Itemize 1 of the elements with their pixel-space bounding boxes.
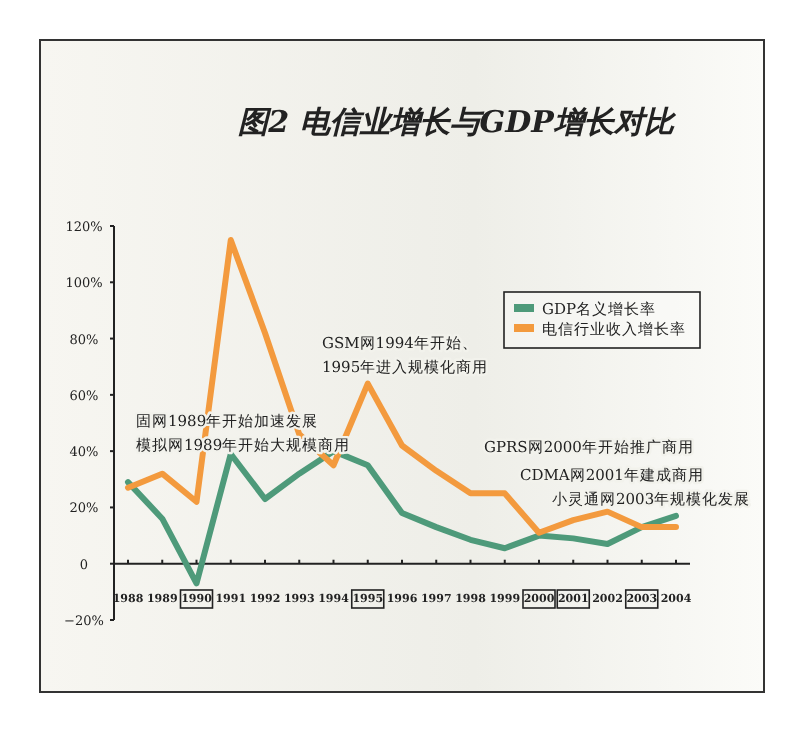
chart-title: 图2 电信业增长与GDP增长对比 (238, 104, 678, 140)
